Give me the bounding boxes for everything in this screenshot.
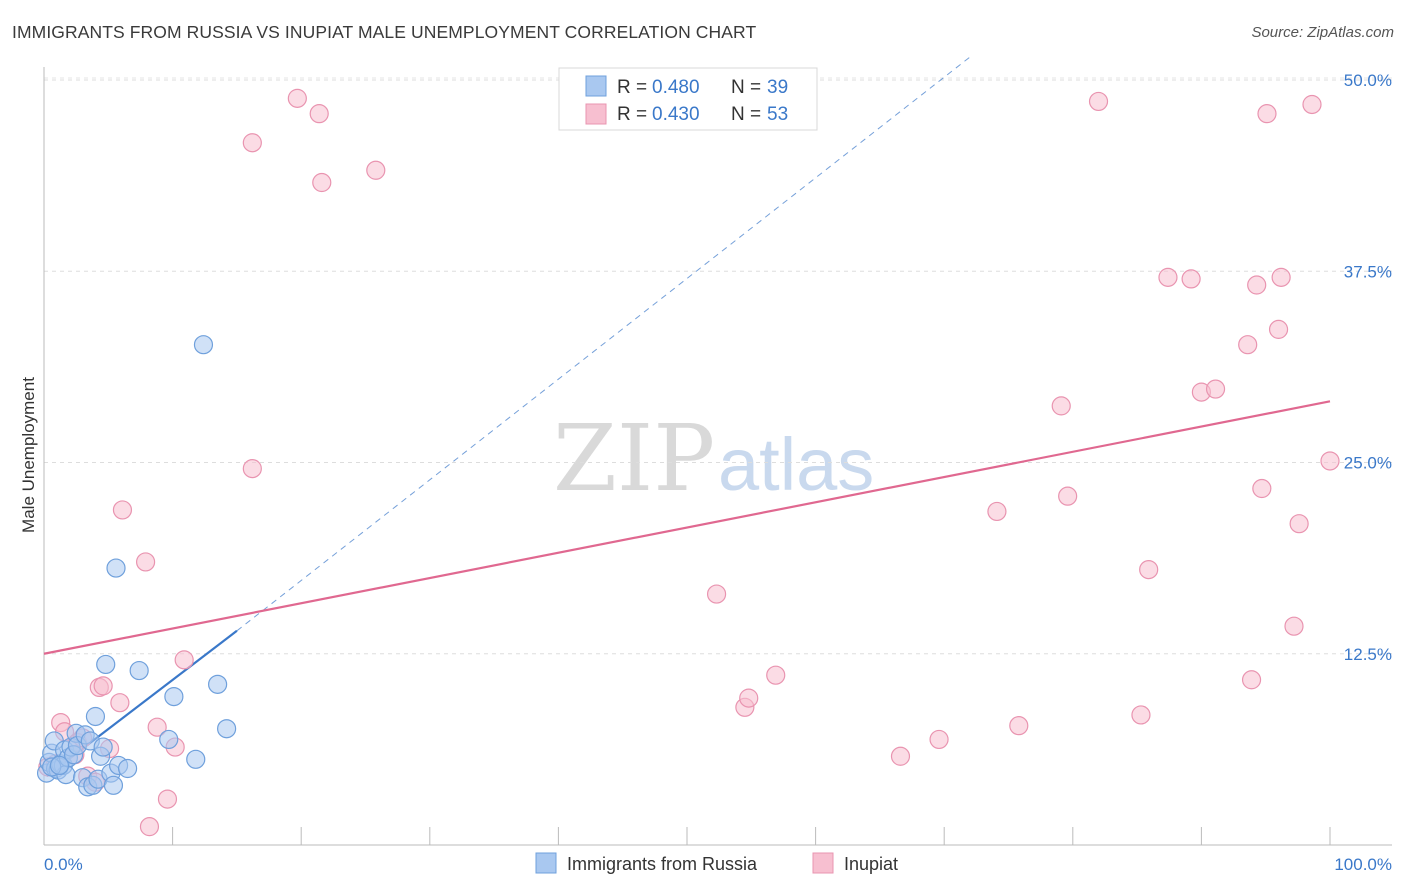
bottom-legend-label-russia: Immigrants from Russia — [567, 854, 758, 874]
point-inupiat — [112, 500, 133, 520]
point-inupiat — [242, 459, 262, 479]
y-tick-label: 12.5% — [1344, 645, 1392, 664]
point-russia — [49, 755, 70, 776]
point-inupiat — [157, 789, 178, 809]
source-attribution: Source: ZipAtlas.com — [1251, 24, 1394, 41]
point-russia — [85, 706, 106, 727]
point-inupiat — [1257, 104, 1277, 124]
axes — [43, 67, 1392, 846]
watermark-atlas: atlas — [718, 423, 874, 506]
point-inupiat — [766, 665, 786, 685]
point-inupiat — [890, 746, 911, 766]
point-inupiat — [1241, 670, 1262, 690]
y-tick-label: 25.0% — [1344, 454, 1392, 473]
legend-swatch-inupiat — [585, 103, 607, 125]
point-inupiat — [1268, 319, 1289, 339]
point-inupiat — [1051, 396, 1071, 416]
point-russia — [103, 775, 124, 795]
point-inupiat — [287, 88, 307, 108]
point-russia — [106, 558, 126, 578]
point-inupiat — [110, 693, 130, 713]
chart-title: IMMIGRANTS FROM RUSSIA VS INUPIAT MALE U… — [12, 22, 757, 42]
data-points — [36, 88, 1340, 837]
point-russia — [93, 737, 113, 757]
tick-labels: 12.5% 25.0% 37.5% 50.0% 0.0% 100.0% — [44, 71, 1392, 874]
bottom-legend-label-inupiat: Inupiat — [844, 854, 898, 874]
point-russia — [217, 719, 237, 739]
point-inupiat — [174, 650, 194, 670]
point-inupiat — [739, 688, 759, 708]
point-inupiat — [1181, 269, 1201, 289]
x-tick-label-min: 0.0% — [44, 855, 83, 874]
trend-extension-russia — [236, 56, 971, 632]
point-inupiat — [366, 160, 386, 180]
bottom-legend-swatch-inupiat — [812, 852, 834, 874]
legend-n-label-inupiat: N = — [731, 104, 761, 125]
y-tick-label: 37.5% — [1344, 262, 1392, 281]
point-inupiat — [706, 584, 727, 604]
point-inupiat — [1284, 616, 1304, 636]
legend-r-value-russia: 0.480 — [652, 77, 700, 98]
point-russia — [164, 686, 184, 707]
point-inupiat — [139, 817, 160, 837]
point-inupiat — [1131, 705, 1151, 725]
watermark-zip: ZIP — [553, 405, 715, 512]
legend-r-label-russia: R = — [617, 77, 647, 98]
y-axis-label: Male Unemployment — [19, 377, 38, 533]
point-russia — [117, 758, 138, 779]
point-inupiat — [93, 676, 113, 696]
point-russia — [129, 660, 149, 681]
point-inupiat — [242, 133, 262, 153]
point-russia — [96, 654, 116, 675]
point-russia — [193, 335, 214, 355]
point-inupiat — [1289, 514, 1309, 534]
x-tick-label-max: 100.0% — [1334, 855, 1392, 874]
legend-swatch-russia — [585, 75, 607, 97]
y-tick-label: 50.0% — [1344, 71, 1392, 90]
point-inupiat — [1088, 91, 1109, 112]
point-inupiat — [1205, 379, 1226, 399]
point-inupiat — [312, 172, 332, 193]
point-inupiat — [1158, 267, 1178, 287]
trend-line-inupiat — [43, 400, 1331, 655]
point-inupiat — [929, 729, 949, 750]
legend-r-value-inupiat: 0.430 — [652, 104, 700, 125]
legend-r-label-inupiat: R = — [617, 104, 647, 125]
point-inupiat — [135, 552, 156, 572]
point-inupiat — [1238, 335, 1258, 355]
point-inupiat — [1320, 451, 1340, 471]
point-inupiat — [1252, 478, 1272, 499]
point-russia — [208, 674, 228, 694]
stats-legend: R = 0.480 N = 39 R = 0.430 N = 53 — [558, 67, 818, 131]
point-inupiat — [1271, 267, 1291, 287]
point-inupiat — [1139, 559, 1159, 580]
legend-n-label-russia: N = — [731, 77, 761, 98]
legend-n-value-russia: 39 — [767, 77, 788, 98]
point-russia — [186, 749, 206, 769]
point-inupiat — [309, 104, 329, 124]
point-inupiat — [987, 501, 1007, 522]
legend-n-value-inupiat: 53 — [767, 104, 788, 125]
point-russia — [159, 729, 179, 750]
point-inupiat — [147, 717, 167, 737]
point-inupiat — [1058, 486, 1078, 506]
point-inupiat — [1009, 716, 1029, 736]
bottom-legend-swatch-russia — [535, 852, 557, 874]
point-inupiat — [1247, 275, 1267, 295]
series-legend: Immigrants from Russia Inupiat — [535, 852, 898, 874]
grid — [44, 77, 1392, 655]
point-inupiat — [1302, 94, 1322, 115]
